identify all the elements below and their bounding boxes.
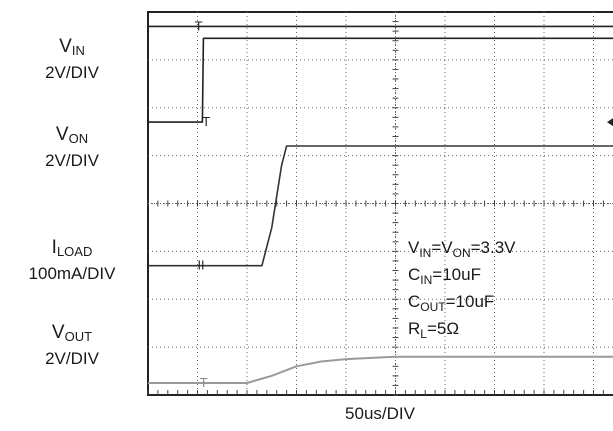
annotation-cout: COUT=10uF [408, 292, 495, 314]
annotation-cin: CIN=10uF [408, 265, 481, 287]
x-axis-label: 50us/DIV [345, 404, 415, 423]
annotation-rl: RL=5Ω [408, 319, 460, 341]
trace-markers: T T II T [194, 19, 210, 390]
trace-marker-iload: II [198, 259, 205, 273]
annotation-vin-von: VIN=VON=3.3V [408, 238, 516, 260]
trigger-indicator [607, 118, 613, 127]
trace-von [148, 37, 613, 123]
plot-traces [148, 25, 613, 384]
trace-marker-vout: T [199, 376, 208, 390]
channel-scale-vin: 2V/DIV [45, 63, 99, 82]
channel-scale-iload: 100mA/DIV [28, 264, 116, 283]
trace-iload [148, 145, 613, 267]
channel-scale-von: 2V/DIV [45, 151, 99, 170]
channel-label-vin: VIN 2V/DIV [2, 36, 142, 84]
plot-grid [147, 11, 613, 396]
channel-label-iload: ILOAD 100mA/DIV [2, 237, 142, 285]
trace-marker-von: T [201, 115, 210, 129]
channel-label-von: VON 2V/DIV [2, 124, 142, 172]
trace-vout [148, 355, 613, 384]
trace-marker-vin: T [194, 19, 203, 33]
channel-label-vout: VOUT 2V/DIV [2, 322, 142, 370]
channel-scale-vout: 2V/DIV [45, 349, 99, 368]
